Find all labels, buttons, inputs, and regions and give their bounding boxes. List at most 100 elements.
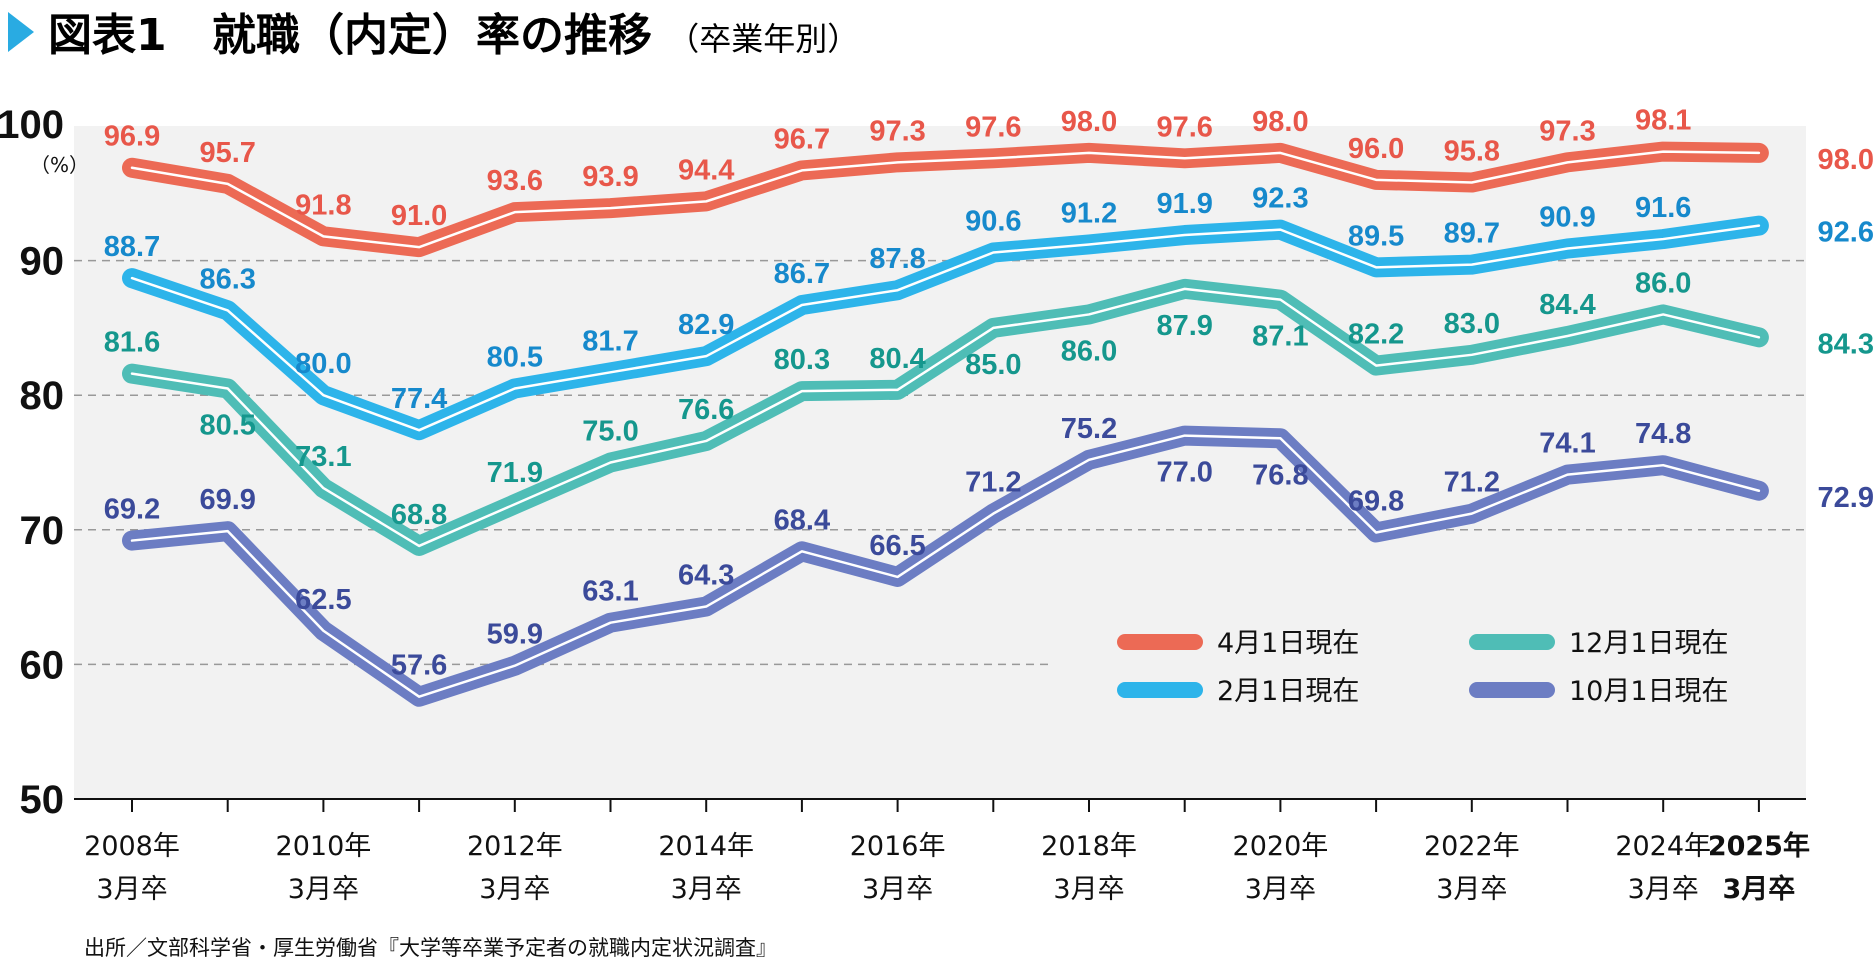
data-label: 90.6 bbox=[965, 206, 1021, 238]
data-label: 81.6 bbox=[104, 327, 160, 359]
data-label: 95.8 bbox=[1444, 136, 1500, 168]
legend-label: 4月1日現在 bbox=[1217, 628, 1359, 659]
data-label: 95.7 bbox=[199, 137, 255, 169]
data-label: 97.6 bbox=[1156, 111, 1212, 143]
data-label: 91.9 bbox=[1156, 188, 1212, 220]
x-tick-label: 3月卒 bbox=[1053, 874, 1124, 905]
data-label: 80.3 bbox=[774, 344, 830, 376]
final-value-label: 92.6 bbox=[1818, 217, 1874, 249]
data-label: 96.7 bbox=[774, 123, 830, 155]
data-label: 64.3 bbox=[678, 560, 734, 592]
data-label: 69.8 bbox=[1348, 485, 1404, 517]
data-label: 86.7 bbox=[774, 258, 830, 290]
data-label: 91.6 bbox=[1635, 192, 1691, 224]
legend-label: 12月1日現在 bbox=[1569, 628, 1729, 659]
series-line-highlight bbox=[130, 287, 1761, 548]
data-label: 66.5 bbox=[869, 530, 925, 562]
series-line-highlight bbox=[130, 434, 1761, 698]
data-label: 74.8 bbox=[1635, 418, 1691, 450]
x-tick-label: 2025年 bbox=[1708, 830, 1810, 862]
data-label: 97.3 bbox=[869, 115, 925, 147]
y-tick-label: 90 bbox=[20, 240, 65, 284]
legend-label: 2月1日現在 bbox=[1217, 676, 1359, 707]
data-label: 76.8 bbox=[1252, 459, 1308, 491]
data-label: 87.1 bbox=[1252, 321, 1308, 353]
data-label: 86.0 bbox=[1061, 335, 1117, 367]
legend-label: 10月1日現在 bbox=[1569, 676, 1729, 707]
data-label: 82.9 bbox=[678, 309, 734, 341]
data-label: 57.6 bbox=[391, 650, 447, 682]
data-label: 90.9 bbox=[1539, 201, 1595, 233]
x-tick-label: 2018年 bbox=[1041, 831, 1137, 862]
data-label: 98.0 bbox=[1061, 106, 1117, 138]
data-label: 74.1 bbox=[1539, 428, 1595, 460]
data-label: 62.5 bbox=[295, 584, 351, 616]
source-note: 出所／文部科学省・厚生労働省『大学等卒業予定者の就職内定状況調査』 bbox=[84, 936, 777, 960]
data-label: 96.0 bbox=[1348, 133, 1404, 165]
legend: 4月1日現在 12月1日現在 2月1日現在 10月1日現在 bbox=[1117, 628, 1729, 707]
x-tick-label: 3月卒 bbox=[862, 874, 933, 905]
x-tick-label: 2008年 bbox=[84, 831, 180, 862]
y-tick-label: 100 bbox=[0, 103, 64, 147]
x-tick-label: 2010年 bbox=[276, 831, 372, 862]
data-label: 93.6 bbox=[487, 165, 543, 197]
title-marker-icon bbox=[8, 12, 34, 52]
data-label: 80.0 bbox=[295, 348, 351, 380]
data-label: 68.8 bbox=[391, 499, 447, 531]
x-tick-label: 3月卒 bbox=[671, 874, 742, 905]
data-label: 96.9 bbox=[104, 121, 160, 153]
y-tick-label: 60 bbox=[20, 643, 65, 687]
data-label: 89.7 bbox=[1444, 218, 1500, 250]
data-label: 91.8 bbox=[295, 189, 351, 221]
data-label: 59.9 bbox=[487, 619, 543, 651]
data-label: 91.0 bbox=[391, 200, 447, 232]
x-tick-label: 3月卒 bbox=[1436, 874, 1507, 905]
final-value-label: 84.3 bbox=[1818, 328, 1874, 360]
chart-title: 図表1 就職（内定）率の推移 （卒業年別） bbox=[48, 10, 859, 61]
x-tick-label: 3月卒 bbox=[1723, 873, 1796, 905]
data-label: 77.0 bbox=[1156, 457, 1212, 489]
data-label: 85.0 bbox=[965, 349, 1021, 381]
data-label: 81.7 bbox=[582, 325, 638, 357]
data-label: 80.5 bbox=[487, 341, 543, 373]
x-tick-label: 3月卒 bbox=[288, 874, 359, 905]
data-label: 97.3 bbox=[1539, 115, 1595, 147]
final-value-label: 72.9 bbox=[1818, 482, 1874, 514]
data-label: 94.4 bbox=[678, 154, 734, 186]
series-line-highlight bbox=[130, 224, 1761, 432]
y-unit: （%） bbox=[30, 153, 89, 177]
x-tick-label: 2020年 bbox=[1233, 831, 1329, 862]
x-tick-label: 2022年 bbox=[1424, 831, 1520, 862]
x-tick-label: 3月卒 bbox=[1245, 874, 1316, 905]
data-label: 69.2 bbox=[104, 494, 160, 526]
title-main: 就職（内定）率の推移 bbox=[212, 10, 652, 61]
data-label: 77.4 bbox=[391, 383, 447, 415]
x-tick-label: 2012年 bbox=[467, 831, 563, 862]
data-label: 75.0 bbox=[582, 416, 638, 448]
data-label: 71.2 bbox=[965, 467, 1021, 499]
data-label: 89.5 bbox=[1348, 220, 1404, 252]
x-tick-label: 2024年 bbox=[1615, 831, 1711, 862]
data-label: 80.5 bbox=[199, 409, 255, 441]
title-prefix: 図表1 bbox=[48, 10, 167, 61]
data-label: 98.1 bbox=[1635, 105, 1691, 137]
data-label: 87.8 bbox=[869, 243, 925, 275]
data-label: 97.6 bbox=[965, 111, 1021, 143]
data-label: 69.9 bbox=[199, 484, 255, 516]
series-line-highlight bbox=[130, 150, 1761, 249]
data-label: 71.2 bbox=[1444, 467, 1500, 499]
x-tick-label: 3月卒 bbox=[96, 874, 167, 905]
data-label: 73.1 bbox=[295, 441, 351, 473]
x-tick-label: 2014年 bbox=[658, 831, 754, 862]
x-tick-label: 2016年 bbox=[850, 831, 946, 862]
data-label: 68.4 bbox=[774, 504, 830, 536]
data-label: 76.6 bbox=[678, 394, 734, 426]
data-label: 71.9 bbox=[487, 457, 543, 489]
data-label: 92.3 bbox=[1252, 183, 1308, 215]
data-label: 93.9 bbox=[582, 161, 638, 193]
y-tick-label: 80 bbox=[20, 374, 65, 418]
data-label: 83.0 bbox=[1444, 308, 1500, 340]
final-value-label: 98.0 bbox=[1818, 144, 1874, 176]
data-label: 82.2 bbox=[1348, 319, 1404, 351]
